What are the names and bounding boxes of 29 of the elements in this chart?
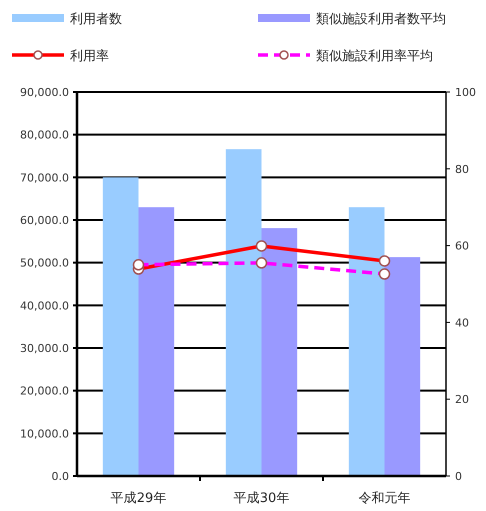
bar (138, 207, 174, 476)
legend-label: 利用率 (70, 48, 109, 64)
y-tick-label: 60,000.0 (20, 214, 69, 227)
y-tick-label: 40,000.0 (20, 299, 69, 312)
y-tick-label: 30,000.0 (20, 342, 69, 355)
x-tick-label: 平成29年 (110, 491, 166, 506)
legend-label: 類似施設利用率平均 (316, 48, 433, 64)
bar (348, 207, 384, 476)
y-tick-label: 50,000.0 (20, 256, 69, 270)
bar (262, 228, 298, 476)
y2-tick-label: 0 (455, 470, 462, 483)
legend-label: 利用者数 (70, 12, 122, 27)
x-tick-label: 令和元年 (358, 491, 410, 506)
y-tick-label: 90,000.0 (20, 86, 69, 99)
y-tick-label: 10,000.0 (20, 427, 69, 440)
y-tick-label: 0.0 (52, 470, 69, 483)
y-tick-label: 20,000.0 (20, 384, 69, 398)
bar (102, 177, 138, 476)
y2-tick-label: 80 (455, 162, 469, 176)
y-tick-label: 80,000.0 (20, 128, 69, 142)
y2-tick-label: 60 (455, 240, 469, 253)
bar (384, 257, 420, 476)
y2-tick-label: 20 (455, 393, 469, 406)
x-tick-label: 平成30年 (234, 491, 290, 506)
y2-tick-label: 40 (455, 316, 469, 330)
bar (226, 149, 262, 476)
legend-label: 類似施設利用者数平均 (316, 12, 446, 27)
y-tick-label: 70,000.0 (20, 171, 69, 184)
y2-tick-label: 100 (455, 86, 476, 99)
